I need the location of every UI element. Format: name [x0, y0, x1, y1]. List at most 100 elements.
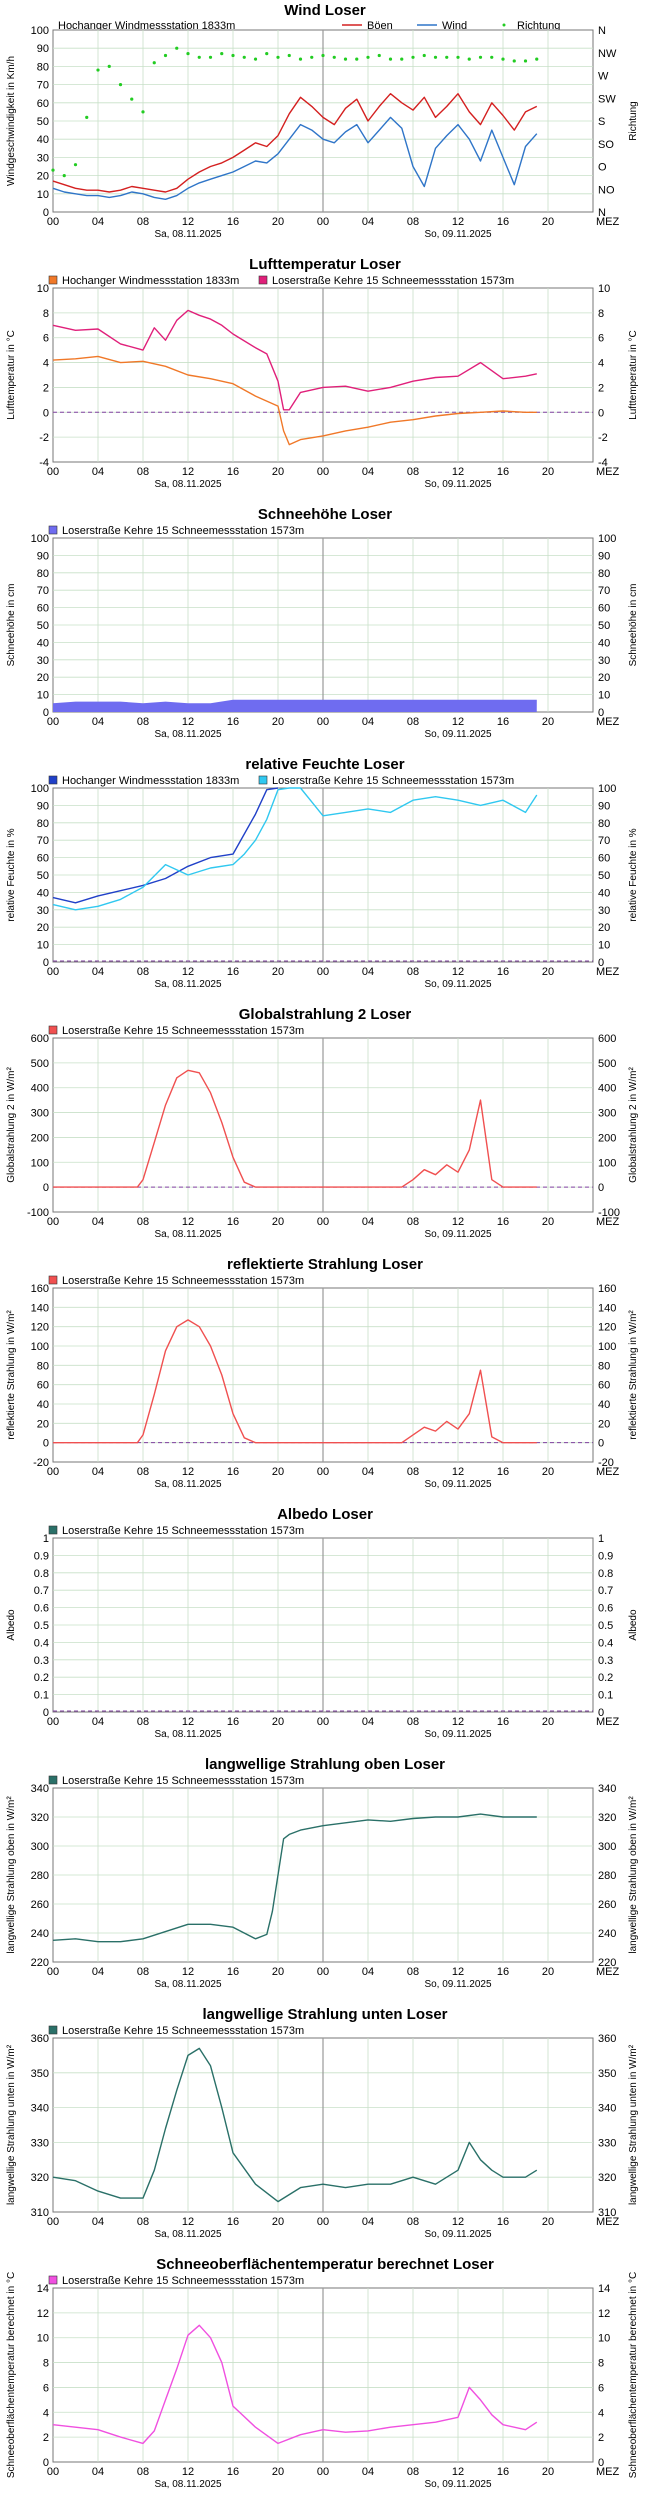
data-point — [220, 52, 224, 56]
x-tick-label: 16 — [497, 216, 509, 228]
y-tick-label-right: 400 — [598, 1083, 616, 1095]
data-point — [400, 57, 404, 61]
y-tick-label-right: 320 — [598, 1812, 616, 1824]
y-tick-label: 310 — [31, 2207, 49, 2219]
data-point — [456, 55, 460, 59]
y-tick-label: 0.7 — [34, 1585, 49, 1597]
y-tick-label: 0.9 — [34, 1550, 49, 1562]
y-tick-label: 0 — [43, 957, 49, 969]
y-tick-label-right: 340 — [598, 2103, 616, 2115]
series-line — [52, 92, 538, 193]
data-point — [276, 55, 280, 59]
y-tick-label-right: W — [598, 71, 609, 83]
data-point — [186, 52, 190, 56]
y-tick-label: 240 — [31, 1928, 49, 1940]
data-point — [535, 57, 539, 61]
x-tick-label: 08 — [407, 1716, 419, 1728]
y-axis-label: Schneehöhe in cm — [6, 584, 17, 667]
x-tick-label: 16 — [227, 466, 239, 478]
legend-label: Wind — [442, 20, 467, 32]
x-tick-label: 20 — [272, 1466, 284, 1478]
y-tick-label: 120 — [31, 1322, 49, 1334]
date-label: So, 09.11.2025 — [424, 979, 492, 990]
data-point — [445, 55, 449, 59]
data-point — [231, 53, 235, 58]
data-point — [118, 83, 123, 87]
y-tick-label: 80 — [37, 818, 49, 830]
y-tick-label-right: 100 — [598, 1341, 616, 1353]
series-line — [52, 2324, 538, 2445]
legend-label: Loserstraße Kehre 15 Schneemessstation 1… — [272, 275, 514, 287]
y-tick-label: -2 — [39, 432, 49, 444]
x-tick-label: 12 — [452, 1466, 464, 1478]
y-tick-label-right: 60 — [598, 1380, 610, 1392]
x-tick-label: 04 — [92, 1966, 104, 1978]
y-tick-label: 10 — [37, 283, 49, 295]
y-tick-label: 200 — [31, 1132, 49, 1144]
x-axis-unit: MEZ — [596, 1966, 620, 1978]
y-tick-label: 0 — [43, 1707, 49, 1719]
x-tick-label: 16 — [497, 2216, 509, 2228]
x-tick-label: 20 — [272, 216, 284, 228]
date-label: So, 09.11.2025 — [424, 1729, 492, 1740]
data-point — [287, 53, 291, 58]
x-tick-label: 20 — [542, 216, 554, 228]
legend-swatch — [48, 775, 58, 785]
y-axis-label-right: Richtung — [628, 101, 639, 140]
x-tick-label: 00 — [317, 1216, 329, 1228]
data-point — [208, 55, 213, 59]
data-point — [175, 46, 179, 50]
data-point — [107, 64, 111, 68]
legend-label: Richtung — [517, 20, 560, 32]
y-tick-label: 50 — [37, 870, 49, 882]
series-line — [52, 1813, 537, 1943]
x-tick-label: 04 — [92, 2466, 104, 2478]
y-tick-label-right: 0 — [598, 2457, 604, 2469]
y-axis-label: Schneeoberflächentemperatur berechnet in… — [6, 2272, 17, 2478]
y-tick-label: 30 — [37, 152, 49, 164]
y-tick-label: 0.6 — [34, 1603, 49, 1615]
y-axis-label: langwellige Strahlung unten in W/m² — [6, 2044, 17, 2205]
y-tick-label: 50 — [37, 116, 49, 128]
y-tick-label: 2 — [43, 382, 49, 394]
x-tick-label: 12 — [182, 466, 194, 478]
x-axis-unit: MEZ — [596, 1466, 620, 1478]
y-tick-label: 0 — [43, 2457, 49, 2469]
y-tick-label-right: 140 — [598, 1302, 616, 1314]
x-axis-unit: MEZ — [596, 216, 620, 228]
x-tick-label: 08 — [407, 216, 419, 228]
x-axis-unit: MEZ — [596, 1716, 620, 1728]
data-point — [298, 57, 303, 61]
x-tick-label: 16 — [227, 1966, 239, 1978]
y-tick-label: 90 — [37, 550, 49, 562]
legend-label: Loserstraße Kehre 15 Schneemessstation 1… — [62, 1525, 304, 1537]
chart-panel: Schneeoberflächentemperatur berechnet Lo… — [6, 2256, 639, 2490]
y-tick-label: 20 — [37, 672, 49, 684]
x-tick-label: 08 — [407, 716, 419, 728]
date-label: Sa, 08.11.2025 — [154, 1229, 222, 1240]
legend-label: Loserstraße Kehre 15 Schneemessstation 1… — [62, 525, 304, 537]
y-tick-label-right: 14 — [598, 2283, 610, 2295]
date-label: So, 09.11.2025 — [424, 1979, 492, 1990]
y-tick-label: -4 — [39, 457, 49, 469]
x-tick-label: 08 — [137, 1466, 149, 1478]
y-tick-label-right: 6 — [598, 333, 604, 345]
legend-label: Loserstraße Kehre 15 Schneemessstation 1… — [62, 1275, 304, 1287]
date-label: So, 09.11.2025 — [424, 1479, 492, 1490]
x-tick-label: 00 — [317, 216, 329, 228]
x-tick-label: 08 — [407, 1966, 419, 1978]
y-tick-label-right: 4 — [598, 2407, 604, 2419]
legend-swatch — [258, 775, 268, 785]
y-tick-label: 90 — [37, 43, 49, 55]
legend-label: Loserstraße Kehre 15 Schneemessstation 1… — [62, 2275, 304, 2287]
x-tick-label: 08 — [137, 966, 149, 978]
series-line — [52, 787, 279, 904]
y-axis-label: Lufttemperatur in °C — [6, 330, 17, 420]
y-tick-label: 60 — [37, 1380, 49, 1392]
y-tick-label-right: 0 — [598, 707, 604, 719]
x-tick-label: 00 — [317, 2216, 329, 2228]
y-tick-label: 500 — [31, 1058, 49, 1070]
data-point — [501, 57, 505, 61]
y-tick-label-right: 0 — [598, 407, 604, 419]
